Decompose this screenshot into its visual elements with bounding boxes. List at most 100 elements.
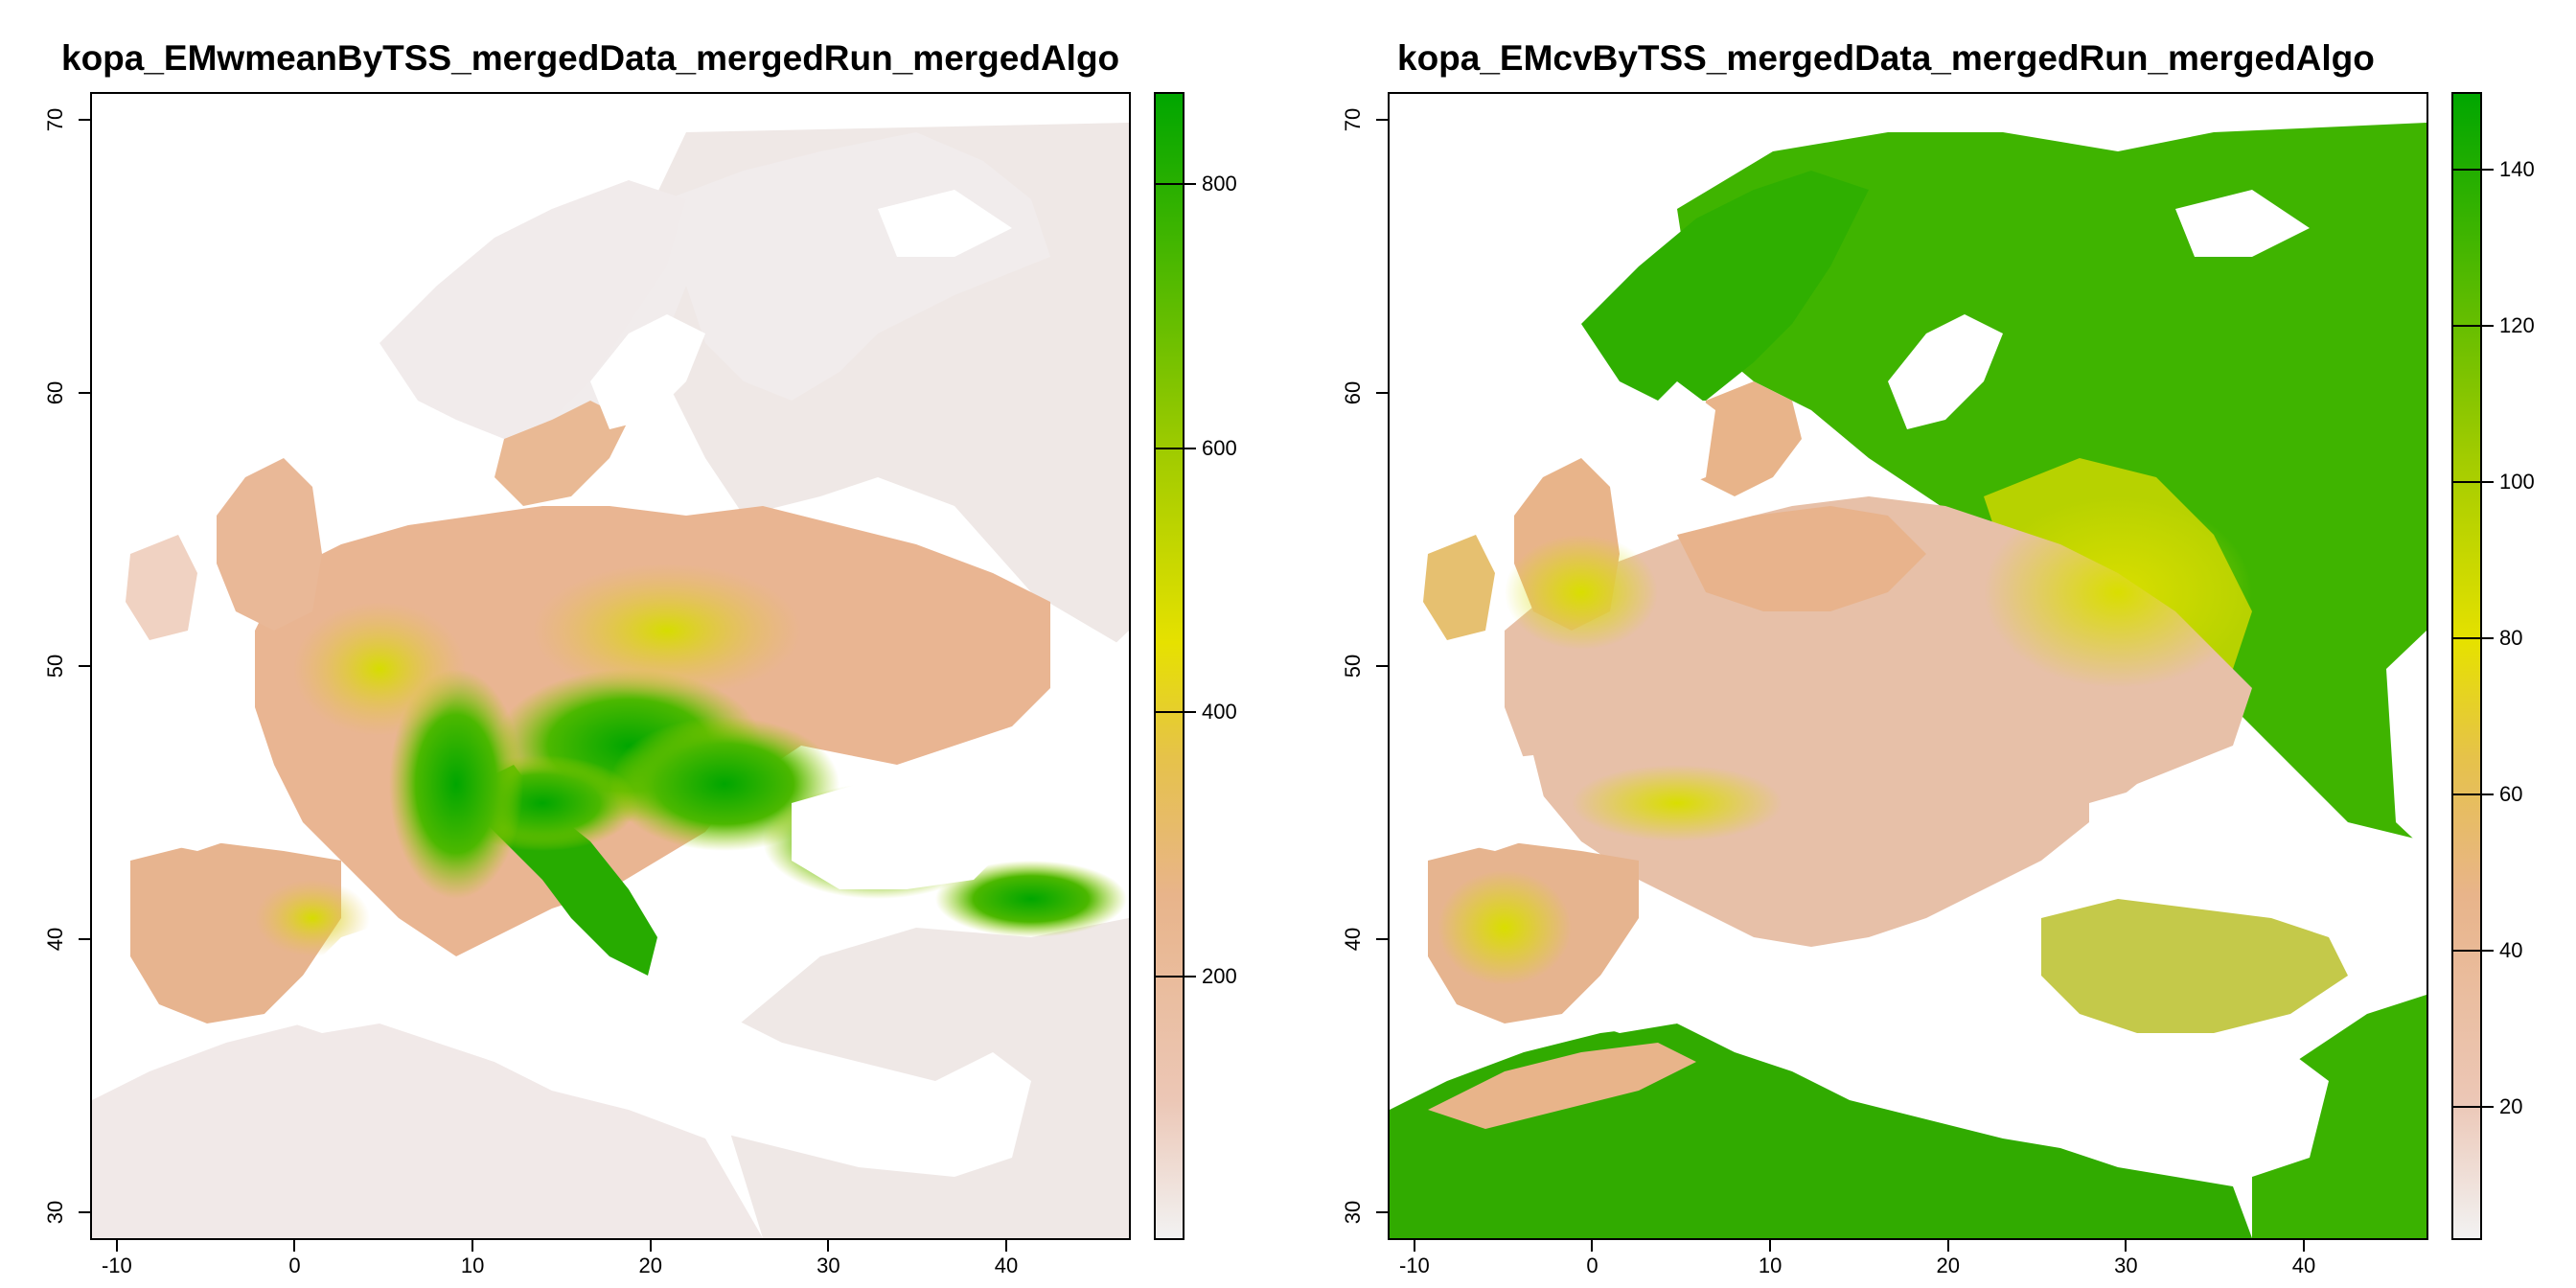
legend-tick-line xyxy=(1154,447,1184,449)
legend-tick-mark xyxy=(2482,481,2494,484)
color-legend xyxy=(1154,92,1184,1240)
sea-mediterranean xyxy=(264,918,1031,1177)
y-tick-label: 70 xyxy=(43,107,67,131)
map-raster xyxy=(1390,94,2426,1238)
y-tick-mark xyxy=(1376,1211,1388,1214)
legend-tick-line xyxy=(1154,711,1184,714)
land-maghreb xyxy=(1428,1043,1696,1129)
map-panel-cv: kopa_EMcvByTSS_mergedData_mergedRun_merg… xyxy=(1288,0,2576,1288)
sea-atlantic xyxy=(92,94,380,535)
legend-tick-mark xyxy=(2482,794,2494,796)
sea-caspian xyxy=(1089,631,1129,851)
legend-tick-label: 140 xyxy=(2499,157,2535,182)
x-tick-label: 30 xyxy=(2114,1254,2138,1277)
x-tick-mark xyxy=(2125,1240,2128,1252)
y-tick-mark xyxy=(1376,391,1388,394)
legend-tick-line xyxy=(2451,794,2482,796)
legend-tick-label: 80 xyxy=(2499,626,2523,651)
legend-tick-line xyxy=(2451,325,2482,328)
legend-tick-label: 20 xyxy=(2499,1094,2523,1119)
x-tick-label: 0 xyxy=(288,1254,301,1277)
y-tick-mark xyxy=(1376,938,1388,941)
land-anatolia xyxy=(2041,899,2348,1033)
y-tick-mark xyxy=(1376,665,1388,667)
legend-tick-mark xyxy=(2482,325,2494,328)
x-tick-label: 20 xyxy=(638,1254,662,1277)
x-tick-label: 10 xyxy=(460,1254,485,1277)
sea-north xyxy=(322,381,418,496)
x-tick-label: 40 xyxy=(994,1254,1019,1277)
sea-black xyxy=(2089,784,2310,889)
legend-tick-label: 400 xyxy=(1202,700,1237,724)
x-tick-label: -10 xyxy=(1398,1254,1430,1277)
y-tick-label: 60 xyxy=(43,380,67,404)
map-panel-wmean: kopa_EMwmeanByTSS_mergedData_mergedRun_m… xyxy=(43,38,1237,1277)
y-tick-mark xyxy=(79,391,90,394)
land-sweden-south xyxy=(1696,381,1802,496)
map-plot-area xyxy=(90,92,1131,1240)
sea-atlantic-south xyxy=(1390,669,1428,1071)
legend-tick-line xyxy=(2451,1106,2482,1109)
sea-caspian xyxy=(2386,631,2426,851)
legend-tick-mark xyxy=(2482,169,2494,172)
y-tick-label: 30 xyxy=(43,1201,67,1225)
y-tick-label: 40 xyxy=(1341,928,1365,952)
legend-tick-label: 120 xyxy=(2499,313,2535,338)
y-tick-mark xyxy=(79,118,90,121)
x-tick-mark xyxy=(1946,1240,1949,1252)
y-tick-mark xyxy=(1376,118,1388,121)
legend-tick-line xyxy=(2451,169,2482,172)
sea-baltic xyxy=(1888,314,2003,429)
land-middle-east xyxy=(2252,995,2426,1238)
sea-biscay xyxy=(1447,755,1552,851)
legend-tick-label: 200 xyxy=(1202,963,1237,988)
x-tick-label: 0 xyxy=(1586,1254,1598,1277)
legend-tick-mark xyxy=(2482,637,2494,640)
legend-tick-mark xyxy=(1184,711,1196,714)
legend-tick-line xyxy=(1154,183,1184,186)
y-tick-mark xyxy=(79,665,90,667)
legend-tick-mark xyxy=(1184,447,1196,449)
legend-tick-mark xyxy=(2482,950,2494,953)
x-tick-label: -10 xyxy=(101,1254,132,1277)
legend-tick-label: 100 xyxy=(2499,470,2535,494)
legend-tick-mark xyxy=(2482,1106,2494,1109)
x-tick-mark xyxy=(2303,1240,2306,1252)
legend-tick-label: 600 xyxy=(1202,435,1237,460)
y-tick-mark xyxy=(79,1211,90,1214)
legend-tick-mark xyxy=(1184,183,1196,186)
legend-tick-line xyxy=(1154,975,1184,978)
sea-mediterranean xyxy=(1562,918,2329,1177)
sea-white xyxy=(2175,190,2310,257)
sea-baltic xyxy=(590,314,705,429)
legend-tick-label: 800 xyxy=(1202,172,1237,196)
x-tick-mark xyxy=(827,1240,830,1252)
x-tick-label: 40 xyxy=(2291,1254,2316,1277)
legend-tick-line xyxy=(2451,637,2482,640)
x-tick-mark xyxy=(649,1240,652,1252)
legend-tick-line xyxy=(2451,950,2482,953)
x-tick-mark xyxy=(115,1240,118,1252)
x-tick-mark xyxy=(1591,1240,1594,1252)
sea-atlantic-south xyxy=(92,669,130,1071)
land-scandinavia xyxy=(1581,171,1869,401)
legend-tick-label: 40 xyxy=(2499,938,2523,963)
y-tick-mark xyxy=(79,938,90,941)
map-title: kopa_EMwmeanByTSS_mergedData_mergedRun_m… xyxy=(61,38,1120,78)
sea-atlantic xyxy=(1390,94,1677,535)
y-tick-label: 60 xyxy=(1341,380,1365,404)
map-raster xyxy=(92,94,1129,1238)
x-tick-label: 30 xyxy=(816,1254,840,1277)
land-east xyxy=(590,123,1129,1238)
legend-tick-label: 60 xyxy=(2499,782,2523,807)
land-germany xyxy=(1677,506,1926,611)
y-tick-label: 40 xyxy=(43,928,67,952)
map-title: kopa_EMcvByTSS_mergedData_mergedRun_merg… xyxy=(1397,38,2375,78)
legend-tick-line xyxy=(2451,481,2482,484)
y-tick-label: 50 xyxy=(1341,654,1365,678)
color-legend xyxy=(2451,92,2482,1240)
x-tick-label: 10 xyxy=(1758,1254,1782,1277)
sea-north xyxy=(1620,381,1715,496)
land-ireland xyxy=(126,535,197,640)
legend-tick-mark xyxy=(1184,975,1196,978)
